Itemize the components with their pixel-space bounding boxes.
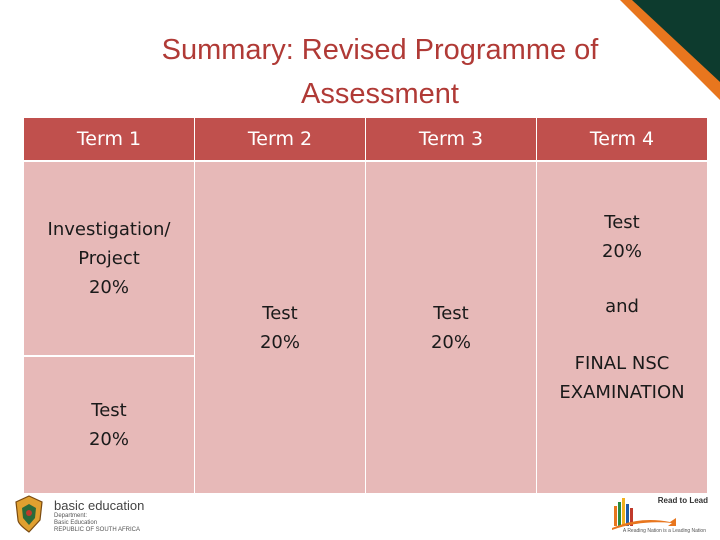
term-1-test-cell: Test 20% [24,357,194,493]
read-to-lead-tagline: A Reading Nation is a Leading Nation [622,528,706,534]
read-to-lead-logo [612,498,676,530]
cell-line: and [605,296,639,317]
term-3-test-cell: Test 20% [366,162,536,493]
cell-line: 20% [601,241,642,262]
cell-line: EXAMINATION [559,382,685,403]
logo-name: basic education [54,498,145,513]
cell-line: Test [433,302,469,324]
header-term-2: Term 2 [195,118,365,160]
cell-line: 20% [88,277,129,298]
term-1-investigation-cell: Investigation/ Project 20% [24,162,194,355]
cell-line: 20% [88,429,129,450]
cell-line: Test [91,400,127,421]
cell-line: FINAL NSC [574,353,670,374]
basic-education-logo: basic education Department: Basic Educat… [12,494,144,534]
logo-sub-line: REPUBLIC OF SOUTH AFRICA [54,527,141,533]
term-4-cell: Test 20% and FINAL NSC EXAMINATION [537,162,707,493]
header-term-4: Term 4 [537,118,707,160]
cell-line: 20% [259,331,300,353]
footer: basic education Department: Basic Educat… [0,492,720,540]
logo-sub-line: Department: [54,513,88,519]
title-line-1: Summary: Revised Programme of [161,34,599,66]
cell-line: Project [78,248,140,269]
cell-line: Test [262,302,298,324]
corner-decoration [620,0,720,100]
header-term-1: Term 1 [24,118,194,160]
cell-line: Test [604,212,640,233]
coat-of-arms-icon [15,495,43,533]
assessment-table: Term 1 Term 2 Term 3 Term 4 Investigatio… [24,118,707,493]
title-line-2: Assessment [301,78,459,110]
cell-line: 20% [430,331,471,353]
term-2-test-cell: Test 20% [195,162,365,493]
header-term-3: Term 3 [366,118,536,160]
logo-sub-line: Basic Education [54,520,98,526]
read-to-lead-label: Read to Lead [657,496,708,505]
cell-line: Investigation/ [47,219,171,240]
slide-title: Summary: Revised Programme of Assessment [40,28,720,116]
